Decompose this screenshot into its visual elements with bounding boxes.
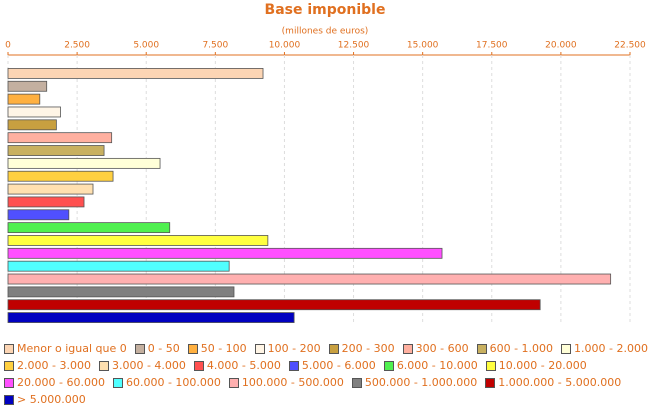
bar bbox=[7, 273, 612, 285]
chart: Base imponible (millones de euros) 0 2.50… bbox=[5, 2, 646, 324]
bar bbox=[7, 157, 161, 169]
legend-item: 10.000 - 20.000 bbox=[485, 359, 587, 372]
legend-item: 4.000 - 5.000 bbox=[193, 359, 281, 372]
bar bbox=[7, 209, 70, 221]
legend-label: 1.000 - 2.000 bbox=[574, 342, 648, 355]
legend-label: 3.000 - 4.000 bbox=[111, 359, 186, 372]
legend-swatch bbox=[187, 343, 198, 354]
legend-swatch bbox=[288, 360, 299, 371]
legend-swatch bbox=[328, 343, 339, 354]
legend-item: 200 - 300 bbox=[328, 342, 395, 355]
x-tick-label: 15.000 bbox=[407, 41, 439, 51]
legend-swatch bbox=[485, 360, 496, 371]
legend-label: 10.000 - 20.000 bbox=[498, 359, 587, 372]
legend-label: 2.000 - 3.000 bbox=[17, 359, 91, 372]
bar bbox=[7, 235, 269, 246]
bar bbox=[7, 247, 443, 259]
chart-subtitle: (millones de euros) bbox=[282, 27, 369, 37]
legend-swatch bbox=[4, 377, 14, 388]
legend-item: 300 - 600 bbox=[402, 342, 469, 355]
legend-item: Menor o igual que 0 bbox=[4, 342, 127, 355]
legend-item: 0 - 50 bbox=[134, 342, 180, 355]
legend-label: 5.000 - 6.000 bbox=[301, 359, 376, 372]
x-tick-label: 2.500 bbox=[64, 41, 90, 51]
x-tick-label: 12.500 bbox=[338, 41, 370, 51]
legend-swatch bbox=[254, 343, 265, 354]
legend-swatch bbox=[383, 360, 394, 371]
x-tick-label: 0 bbox=[5, 41, 11, 51]
legend-swatch bbox=[485, 377, 496, 388]
legend-label: 60.000 - 100.000 bbox=[125, 376, 221, 389]
legend-swatch bbox=[561, 343, 572, 354]
legend-label: 200 - 300 bbox=[341, 342, 395, 355]
bar bbox=[7, 260, 230, 272]
x-tick-label: 20.000 bbox=[545, 41, 577, 51]
bar bbox=[7, 106, 61, 118]
bar bbox=[7, 93, 41, 105]
legend-swatch bbox=[193, 360, 204, 371]
x-tick-label: 7.500 bbox=[202, 41, 228, 51]
legend-label: 1.000.000 - 5.000.000 bbox=[498, 376, 622, 389]
legend-item: 60.000 - 100.000 bbox=[112, 376, 221, 389]
bar bbox=[7, 312, 295, 323]
legend-item: 2.000 - 3.000 bbox=[4, 359, 91, 372]
legend-label: 600 - 1.000 bbox=[489, 342, 554, 355]
legend-label: 0 - 50 bbox=[147, 342, 180, 355]
legend-item: 100.000 - 500.000 bbox=[228, 376, 344, 389]
legend-label: 500.000 - 1.000.000 bbox=[364, 376, 478, 389]
legend-swatch bbox=[351, 377, 362, 388]
legend-item: 20.000 - 60.000 bbox=[4, 376, 105, 389]
bar bbox=[7, 286, 235, 298]
legend-swatch bbox=[112, 377, 123, 388]
legend-label: 4.000 - 5.000 bbox=[206, 359, 281, 372]
x-tick-label: 17.500 bbox=[476, 41, 508, 51]
bar bbox=[7, 170, 114, 182]
legend-item: 5.000 - 6.000 bbox=[288, 359, 376, 372]
legend-swatch bbox=[4, 360, 14, 371]
legend-label: 50 - 100 bbox=[200, 342, 247, 355]
legend-label: 20.000 - 60.000 bbox=[17, 376, 105, 389]
bar bbox=[7, 132, 113, 144]
legend-label: 300 - 600 bbox=[415, 342, 469, 355]
legend-swatch bbox=[476, 343, 487, 354]
bar bbox=[7, 68, 264, 79]
bar bbox=[7, 183, 94, 195]
legend-item: 6.000 - 10.000 bbox=[383, 359, 478, 372]
legend-label: Menor o igual que 0 bbox=[17, 342, 127, 355]
bar bbox=[7, 196, 85, 208]
legend-item: 1.000 - 2.000 bbox=[561, 342, 648, 355]
bar bbox=[7, 145, 105, 156]
x-tick-label: 5.000 bbox=[133, 41, 159, 51]
bar bbox=[7, 299, 541, 311]
legend-swatch bbox=[98, 360, 109, 371]
bar bbox=[7, 80, 48, 92]
legend-label: 100.000 - 500.000 bbox=[241, 376, 344, 389]
legend-label: 100 - 200 bbox=[267, 342, 321, 355]
x-tick-label: 10.000 bbox=[269, 41, 301, 51]
bar bbox=[7, 119, 57, 131]
legend-item: 600 - 1.000 bbox=[476, 342, 554, 355]
x-tick-label: 22.500 bbox=[614, 41, 646, 51]
legend-item: 50 - 100 bbox=[187, 342, 247, 355]
bar bbox=[7, 222, 171, 234]
legend-item: 100 - 200 bbox=[254, 342, 321, 355]
legend-item: 1.000.000 - 5.000.000 bbox=[485, 376, 621, 389]
legend-label: 6.000 - 10.000 bbox=[396, 359, 478, 372]
legend-swatch bbox=[402, 343, 413, 354]
legend-swatch bbox=[228, 377, 239, 388]
legend: Menor o igual que 0 0 - 50 50 - 100 100 - 2… bbox=[4, 342, 648, 406]
legend-item: 3.000 - 4.000 bbox=[98, 359, 186, 372]
chart-title: Base imponible bbox=[265, 2, 386, 18]
legend-swatch bbox=[4, 343, 14, 354]
legend-item: 500.000 - 1.000.000 bbox=[351, 376, 478, 389]
legend-swatch bbox=[134, 343, 145, 354]
